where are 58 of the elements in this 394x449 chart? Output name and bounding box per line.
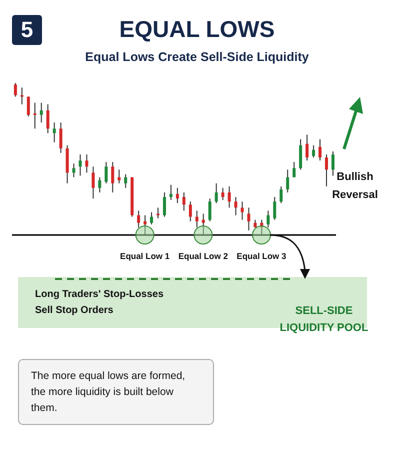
text: Sell Stop Orders — [35, 305, 114, 316]
candlestick — [162, 192, 166, 218]
text: 5 — [12, 15, 42, 45]
candlestick — [46, 104, 50, 134]
candlestick — [85, 154, 88, 174]
candlestick — [118, 169, 121, 184]
candlestick — [150, 212, 154, 225]
candlestick — [292, 162, 296, 178]
candlestick — [247, 207, 250, 231]
candlestick — [176, 187, 179, 204]
candlestick — [92, 166, 95, 200]
text: SELL-SIDE LIQUIDITY POOL — [278, 304, 370, 336]
candlestick — [104, 162, 108, 184]
candlestick — [286, 169, 290, 193]
candlestick — [324, 154, 328, 187]
chart-subtitle: Equal Lows Create Sell-Side Liquidity — [84, 50, 310, 64]
candlestick — [214, 182, 218, 204]
text: Long Traders' Stop-Losses — [35, 289, 164, 300]
candlestick — [182, 192, 186, 212]
candlestick — [312, 144, 316, 158]
candlestick — [156, 207, 160, 219]
annotation: Equal Low 1 — [120, 251, 170, 261]
candlestick — [169, 184, 172, 201]
candlestick — [208, 198, 212, 222]
candlestick — [144, 214, 147, 235]
candlestick — [234, 196, 238, 216]
annotation: Equal Low 2 — [178, 251, 228, 261]
candlestick — [72, 163, 76, 178]
candlestick — [260, 219, 264, 235]
candlestick — [33, 102, 36, 130]
candlestick — [59, 122, 62, 154]
candlestick — [306, 134, 309, 162]
candlestick — [221, 187, 224, 201]
candlestick — [188, 201, 192, 222]
candlestick — [195, 210, 198, 228]
candlestick — [78, 154, 82, 176]
candlestick — [240, 201, 244, 220]
annotation: Bullish Reversal — [331, 170, 379, 203]
candlestick — [273, 196, 276, 220]
candlestick — [14, 83, 17, 98]
candlestick — [137, 210, 140, 228]
candlestick — [20, 87, 24, 105]
annotation: Equal Low 3 — [236, 251, 287, 261]
candlestick — [26, 96, 30, 117]
text: The more equal lows are formed, the more liquidity is built below them. — [18, 359, 214, 425]
candlestick — [202, 213, 205, 235]
candlestick — [266, 210, 270, 228]
candlestick — [98, 176, 102, 193]
candlestick — [318, 138, 322, 162]
candlestick — [52, 122, 56, 143]
candlestick — [111, 162, 114, 193]
candlestick — [299, 138, 302, 170]
candlestick — [280, 186, 283, 204]
candlestick — [228, 186, 231, 208]
candlestick — [124, 174, 128, 188]
chart-title: EQUAL LOWS — [119, 16, 275, 42]
candlestick — [331, 150, 334, 176]
candlestick — [40, 102, 43, 124]
